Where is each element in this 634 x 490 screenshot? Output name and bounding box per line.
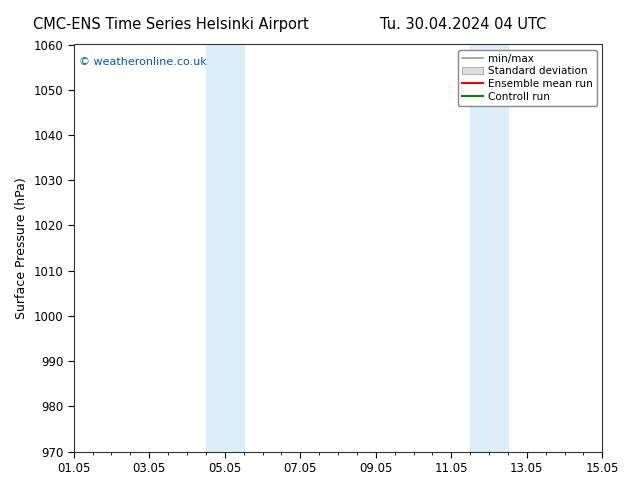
Y-axis label: Surface Pressure (hPa): Surface Pressure (hPa) <box>15 177 28 319</box>
Bar <box>206 45 243 452</box>
Text: Tu. 30.04.2024 04 UTC: Tu. 30.04.2024 04 UTC <box>380 17 546 32</box>
Bar <box>470 45 508 452</box>
Legend: min/max, Standard deviation, Ensemble mean run, Controll run: min/max, Standard deviation, Ensemble me… <box>458 49 597 106</box>
Text: CMC-ENS Time Series Helsinki Airport: CMC-ENS Time Series Helsinki Airport <box>34 17 309 32</box>
Text: © weatheronline.co.uk: © weatheronline.co.uk <box>79 57 207 67</box>
